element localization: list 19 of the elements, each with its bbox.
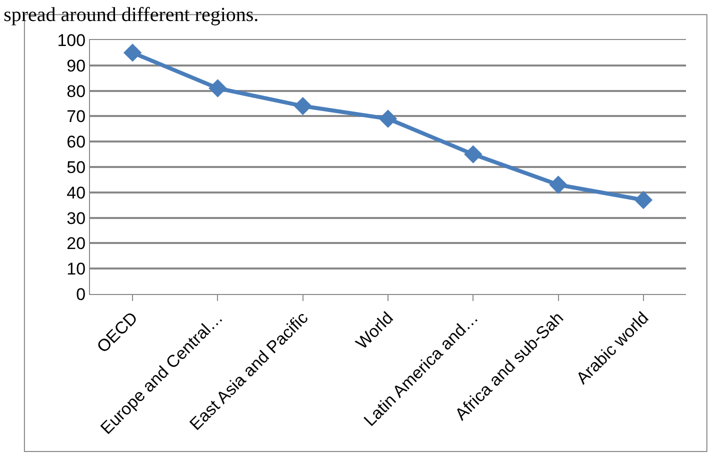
point <box>378 110 398 128</box>
y-tick-label: 100 <box>57 30 86 50</box>
y-tick-label: 90 <box>66 56 86 76</box>
point <box>208 79 227 98</box>
y-tick-label: 80 <box>66 82 86 101</box>
point <box>464 145 482 164</box>
point <box>123 44 142 62</box>
chart-title: spread around different regions. <box>4 4 259 26</box>
y-tick-label: 60 <box>66 132 86 152</box>
point <box>634 190 653 210</box>
y-tick-label: 20 <box>66 234 86 254</box>
y-tick-label: 40 <box>66 183 86 202</box>
y-tick-label: 70 <box>66 107 86 126</box>
y-tick-label: 30 <box>66 208 86 228</box>
y-tick-label: 50 <box>66 158 86 177</box>
point <box>294 96 312 116</box>
point <box>549 176 568 194</box>
y-tick-label: 10 <box>66 260 86 279</box>
y-tick-label: 0 <box>76 284 86 304</box>
